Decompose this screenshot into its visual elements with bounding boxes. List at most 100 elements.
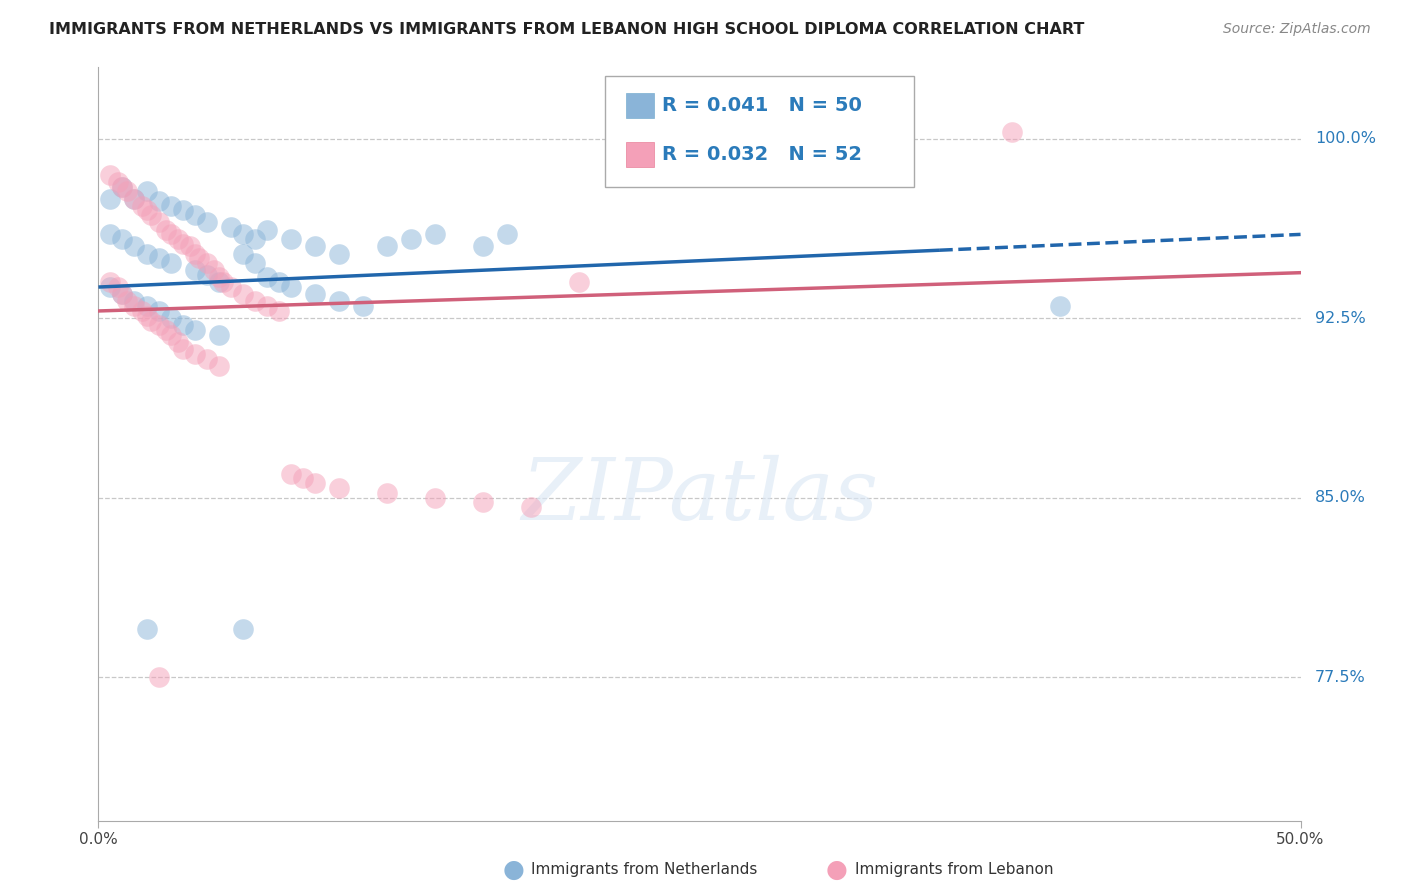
Text: 77.5%: 77.5% — [1315, 670, 1365, 684]
Text: ●: ● — [825, 858, 848, 881]
Point — [328, 294, 350, 309]
Point — [232, 622, 254, 636]
Point — [243, 256, 266, 270]
Point — [141, 313, 163, 327]
Point — [117, 294, 139, 309]
Point — [159, 227, 181, 242]
Point — [124, 192, 146, 206]
Point — [141, 208, 163, 222]
Point — [148, 215, 170, 229]
Point — [148, 252, 170, 266]
Point — [328, 481, 350, 495]
Point — [280, 232, 302, 246]
Point — [375, 485, 398, 500]
Point — [172, 318, 194, 333]
Point — [243, 232, 266, 246]
Point — [195, 268, 218, 282]
Point — [131, 304, 153, 318]
Point — [202, 263, 225, 277]
Point — [232, 227, 254, 242]
Point — [183, 208, 205, 222]
Point — [304, 476, 326, 491]
Point — [148, 670, 170, 684]
Point — [148, 194, 170, 208]
Point — [183, 347, 205, 361]
Text: R = 0.032   N = 52: R = 0.032 N = 52 — [662, 145, 862, 164]
Point — [155, 323, 177, 337]
Point — [135, 622, 157, 636]
Point — [117, 184, 139, 198]
Point — [212, 275, 235, 289]
Point — [208, 327, 231, 342]
Point — [124, 239, 146, 253]
Point — [304, 239, 326, 253]
Text: Source: ZipAtlas.com: Source: ZipAtlas.com — [1223, 22, 1371, 37]
Point — [496, 227, 519, 242]
Point — [183, 323, 205, 337]
Point — [423, 491, 446, 505]
Point — [135, 184, 157, 198]
Point — [111, 287, 134, 301]
Point — [135, 246, 157, 260]
Point — [107, 175, 129, 189]
Point — [423, 227, 446, 242]
Point — [208, 359, 231, 373]
Point — [232, 246, 254, 260]
Text: 85.0%: 85.0% — [1315, 490, 1365, 505]
Text: ●: ● — [502, 858, 524, 881]
Point — [267, 304, 290, 318]
Point — [135, 309, 157, 323]
Point — [111, 232, 134, 246]
Point — [183, 263, 205, 277]
Point — [131, 199, 153, 213]
Text: Immigrants from Netherlands: Immigrants from Netherlands — [531, 863, 758, 877]
Point — [267, 275, 290, 289]
Point — [155, 222, 177, 236]
Text: 100.0%: 100.0% — [1315, 131, 1376, 146]
Point — [375, 239, 398, 253]
Point — [399, 232, 422, 246]
Text: R = 0.041   N = 50: R = 0.041 N = 50 — [662, 95, 862, 115]
Point — [280, 467, 302, 481]
Point — [208, 275, 231, 289]
Point — [159, 311, 181, 326]
Point — [256, 270, 278, 285]
Point — [291, 471, 314, 485]
Point — [188, 252, 211, 266]
Point — [124, 192, 146, 206]
Point — [568, 275, 591, 289]
Point — [520, 500, 543, 515]
Point — [100, 168, 122, 182]
Point — [304, 287, 326, 301]
Point — [148, 304, 170, 318]
Point — [124, 294, 146, 309]
Point — [172, 203, 194, 218]
Point — [472, 239, 495, 253]
Point — [111, 179, 134, 194]
Point — [172, 343, 194, 357]
Point — [100, 275, 122, 289]
Point — [472, 495, 495, 509]
Point — [328, 246, 350, 260]
Point — [179, 239, 201, 253]
Point — [107, 280, 129, 294]
Point — [159, 256, 181, 270]
Point — [148, 318, 170, 333]
Point — [111, 287, 134, 301]
Point — [256, 299, 278, 313]
Point — [219, 280, 242, 294]
Point — [172, 237, 194, 252]
Text: 92.5%: 92.5% — [1315, 310, 1365, 326]
Text: ZIPatlas: ZIPatlas — [520, 455, 879, 538]
Point — [135, 299, 157, 313]
Point — [166, 334, 188, 349]
Point — [111, 179, 134, 194]
Text: IMMIGRANTS FROM NETHERLANDS VS IMMIGRANTS FROM LEBANON HIGH SCHOOL DIPLOMA CORRE: IMMIGRANTS FROM NETHERLANDS VS IMMIGRANT… — [49, 22, 1084, 37]
Point — [280, 280, 302, 294]
Point — [243, 294, 266, 309]
Point — [195, 215, 218, 229]
Point — [195, 351, 218, 366]
Point — [219, 220, 242, 235]
Point — [100, 227, 122, 242]
Point — [135, 203, 157, 218]
